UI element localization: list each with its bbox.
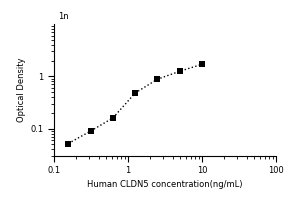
Point [177, 70, 182, 73]
Y-axis label: Optical Density: Optical Density [17, 58, 26, 122]
Point [66, 142, 71, 145]
Point [88, 129, 93, 133]
Point [200, 63, 204, 66]
Text: 1n: 1n [58, 12, 69, 21]
Point [155, 78, 160, 81]
X-axis label: Human CLDN5 concentration(ng/mL): Human CLDN5 concentration(ng/mL) [87, 180, 243, 189]
Point [133, 91, 138, 95]
Point [110, 116, 115, 120]
